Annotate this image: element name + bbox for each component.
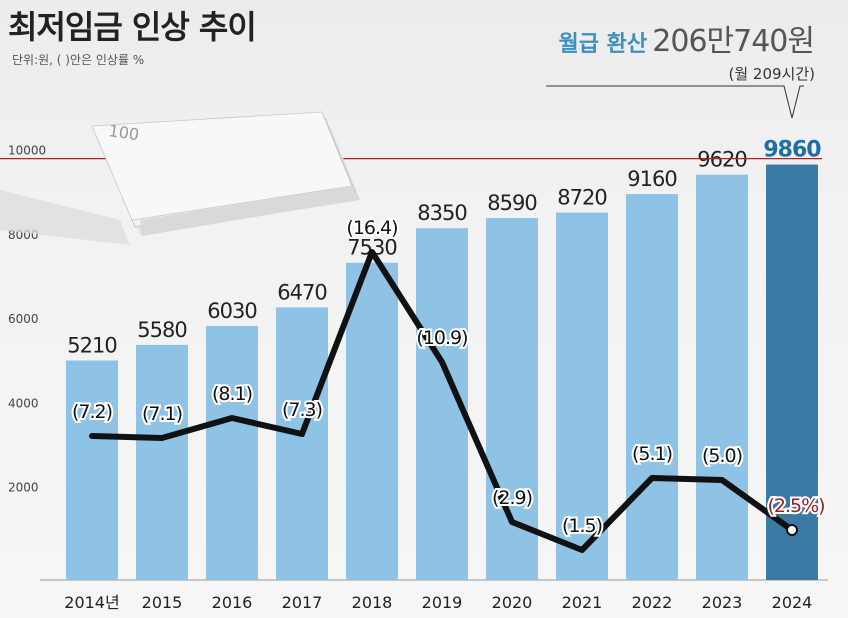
bar-value-label: 7530 bbox=[347, 236, 396, 260]
bar bbox=[766, 164, 818, 581]
rate-label: (10.9) bbox=[416, 327, 467, 349]
chart-title: 최저임금 인상 추이 bbox=[8, 8, 257, 46]
bar-value-label: 6470 bbox=[277, 280, 326, 304]
x-tick-label: 2017 bbox=[282, 593, 323, 612]
rate-label: (7.1) bbox=[142, 403, 182, 425]
bar-value-label: 8350 bbox=[417, 201, 466, 225]
bar bbox=[276, 307, 328, 580]
callout-connector bbox=[546, 85, 804, 119]
bar bbox=[346, 262, 398, 580]
bar bbox=[626, 194, 678, 580]
rate-label: (7.2) bbox=[72, 401, 112, 423]
y-tick-label: 10000 bbox=[8, 144, 46, 158]
rate-label: (8.1) bbox=[212, 383, 252, 405]
bar bbox=[66, 360, 118, 580]
bar bbox=[136, 344, 188, 580]
rate-label: (5.0) bbox=[702, 445, 742, 467]
monthly-salary-value: 206만740원 bbox=[652, 24, 815, 59]
bar-value-label: 5210 bbox=[67, 333, 116, 357]
monthly-salary-label: 월급 환산 bbox=[558, 32, 648, 57]
monthly-hours-note: (월 209시간) bbox=[728, 65, 815, 83]
bar-value-label: 9620 bbox=[697, 148, 746, 172]
bar-value-label: 8720 bbox=[557, 186, 606, 210]
bar bbox=[206, 325, 258, 580]
x-tick-label: 2016 bbox=[212, 593, 253, 612]
unit-note: 단위:원, ( )안은 인상률 % bbox=[12, 53, 145, 67]
x-tick-label: 2024 bbox=[772, 593, 813, 612]
y-tick-label: 4000 bbox=[8, 396, 39, 410]
monthly-salary-callout: 월급 환산 206만740원 bbox=[558, 16, 815, 60]
bar bbox=[486, 218, 538, 580]
money-bills-illustration: 100 bbox=[0, 111, 360, 245]
rate-line bbox=[89, 249, 795, 553]
x-tick-label: 2021 bbox=[562, 593, 603, 612]
bar bbox=[556, 212, 608, 580]
bar-value-label: 8590 bbox=[487, 191, 536, 215]
rate-endpoint-marker bbox=[786, 524, 798, 536]
rate-label: (2.9) bbox=[492, 487, 532, 509]
x-tick-label: 2014년 bbox=[64, 593, 119, 612]
bar-value-label: 6030 bbox=[207, 299, 256, 323]
x-tick-label: 2020 bbox=[492, 593, 533, 612]
svg-text:100: 100 bbox=[107, 121, 140, 144]
x-tick-label: 2023 bbox=[702, 593, 743, 612]
x-tick-label: 2015 bbox=[142, 593, 183, 612]
bar bbox=[696, 174, 748, 581]
rate-label: (5.1) bbox=[632, 443, 672, 465]
x-tick-label: 2022 bbox=[632, 593, 673, 612]
y-tick-label: 2000 bbox=[8, 481, 39, 495]
rate-label: (1.5) bbox=[562, 515, 602, 537]
x-tick-label: 2019 bbox=[422, 593, 463, 612]
rate-label: (16.4) bbox=[346, 217, 397, 239]
bar-value-label: 9160 bbox=[627, 167, 676, 191]
x-tick-label: 2018 bbox=[352, 593, 393, 612]
bar-value-label: 5580 bbox=[137, 318, 186, 342]
rate-label: (7.3) bbox=[282, 399, 322, 421]
rate-label: (2.5%) bbox=[767, 495, 824, 517]
y-tick-label: 6000 bbox=[8, 312, 39, 326]
